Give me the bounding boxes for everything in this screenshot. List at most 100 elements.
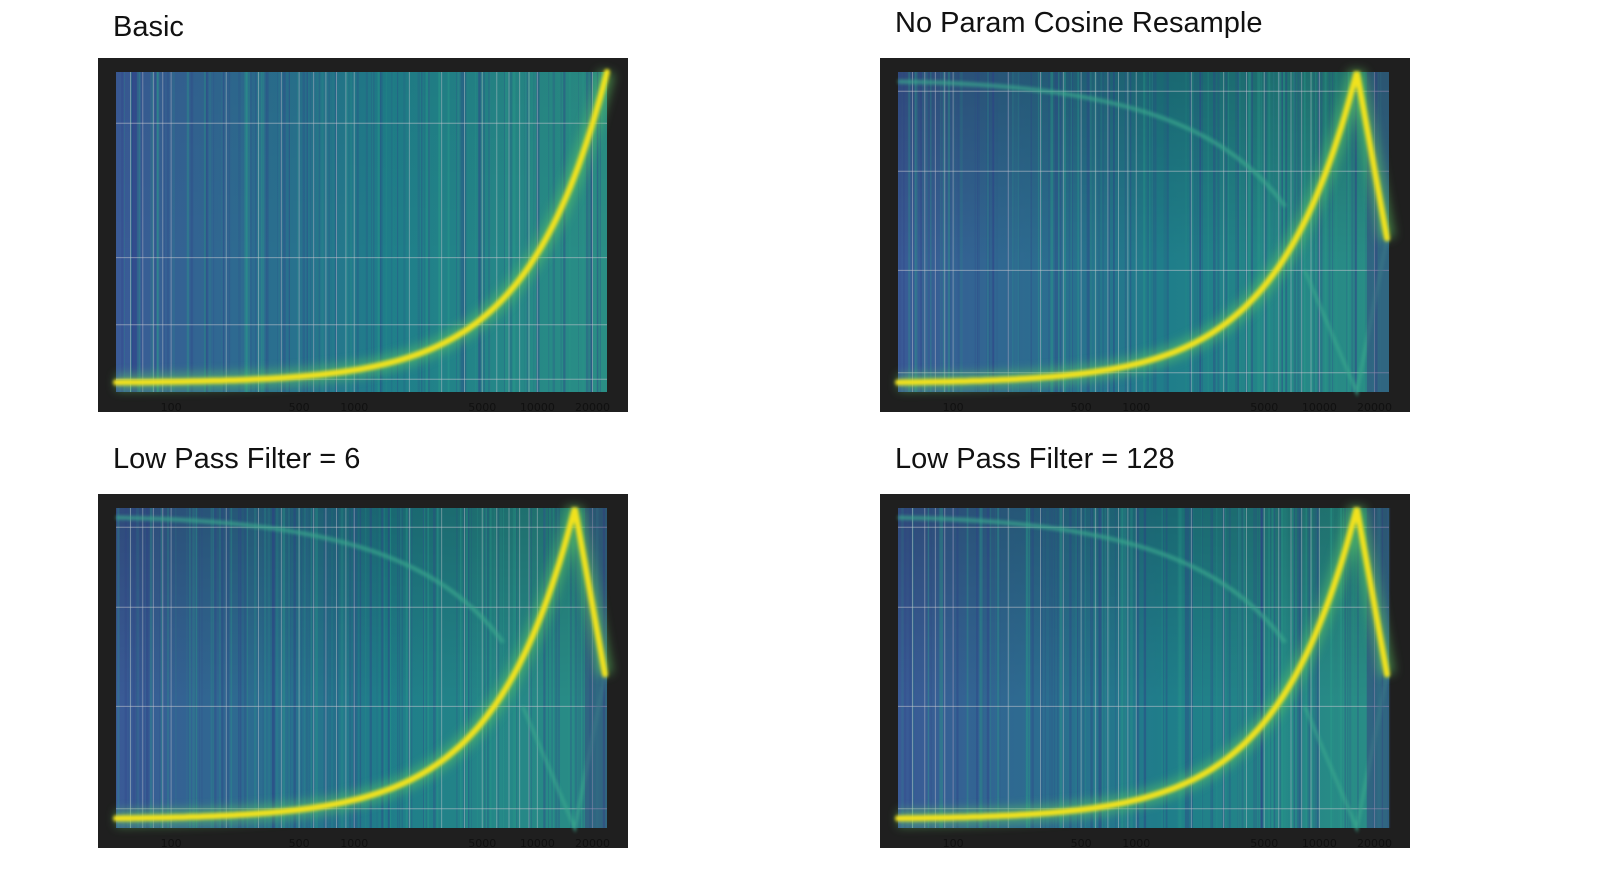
streak [908,508,911,828]
streak [536,72,539,392]
streak [1189,72,1192,392]
streak [1093,508,1096,828]
streak [475,72,477,392]
streak [322,72,324,392]
streak [261,72,265,392]
streak [1320,72,1323,392]
streak [1330,508,1333,828]
streak [1346,72,1348,392]
streak [1248,72,1252,392]
streak [423,72,425,392]
streak [1333,508,1334,828]
streak [477,508,479,828]
streak [1181,508,1184,828]
streak [141,72,143,392]
streak [1347,508,1349,828]
streak [979,508,981,828]
streak [369,508,372,828]
streak [1217,72,1220,392]
streak [1091,508,1092,828]
spectrogram-svg: 100 500 1000 5000 10000 20000 [895,505,1395,848]
streak [497,508,499,828]
streak [589,508,591,828]
streak [426,508,428,828]
streak [467,72,469,392]
streak [121,72,124,392]
streak [460,72,463,392]
streak [1077,72,1079,392]
streak [1008,508,1010,828]
streak [1237,508,1241,828]
streak [1044,508,1046,828]
streak [1261,508,1264,828]
streak [186,72,189,392]
streak [478,72,481,392]
sweep-curve [895,507,1390,822]
streak [1154,72,1157,392]
streak [934,508,936,828]
streak [1332,72,1334,392]
streak [282,508,286,828]
sweep-curve [113,507,608,822]
streak [1280,508,1284,828]
streak [380,72,383,392]
streak [371,72,372,392]
streak [1153,72,1155,392]
streak [212,508,214,828]
streak [1315,508,1318,828]
streak [548,508,550,828]
x-tick-label: 100 [943,837,964,848]
streak [1083,508,1086,828]
streak [1120,508,1123,828]
streak [124,72,125,392]
streak [1268,72,1270,392]
streak [1288,508,1290,828]
streak [139,508,141,828]
spectrogram-streaks [898,72,1382,392]
streak [204,72,206,392]
streak [302,72,305,392]
streak [436,508,440,828]
streak [1335,72,1338,392]
streak [959,72,962,392]
streak [163,72,165,392]
streak [117,508,120,828]
streak [1281,72,1283,392]
streak [1372,508,1374,828]
streak [1050,72,1054,392]
streak [388,508,389,828]
streak [293,508,296,828]
streak [1076,508,1079,828]
streak [428,72,430,392]
streak [1054,508,1056,828]
streak [504,72,508,392]
streak [246,72,249,392]
streak [1283,508,1287,828]
streak [254,508,257,828]
streak [335,72,337,392]
streak [458,72,461,392]
streak [986,508,989,828]
streak [350,508,352,828]
streak [1056,72,1059,392]
streak [317,508,318,828]
streak [275,508,279,828]
streak [1273,72,1275,392]
streak [417,72,420,392]
streak [393,72,395,392]
streak [1207,72,1209,392]
x-tick-label: 20000 [1357,401,1392,412]
streak [1349,508,1352,828]
streak [1228,72,1230,392]
streak [551,508,553,828]
streak [940,508,943,828]
streak [427,508,429,828]
x-tick-label: 500 [1071,837,1092,848]
spectrogram-shade [116,72,607,392]
streak [257,72,260,392]
panel-title-lpf-128: Low Pass Filter = 128 [895,443,1175,475]
sweep-curve [113,69,610,386]
streak [352,508,356,828]
streak [317,72,320,392]
streak [1124,72,1127,392]
